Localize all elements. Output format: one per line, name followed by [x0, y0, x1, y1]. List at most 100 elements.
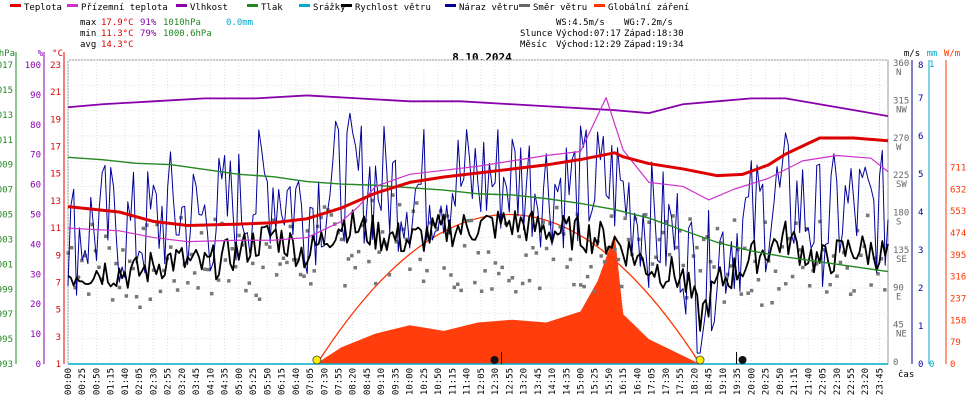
- wind-direction-dot: [695, 245, 699, 250]
- wind-direction-dot: [531, 246, 535, 250]
- legend-label: Směr větru: [533, 3, 587, 13]
- axis-ms-tick: 7: [918, 94, 923, 104]
- x-tick-label: 00:25: [78, 368, 88, 395]
- wind-direction-dot: [76, 275, 81, 279]
- x-tick-label: 05:25: [249, 368, 259, 395]
- wind-direction-dot: [510, 276, 515, 280]
- wind-direction-dot: [138, 305, 142, 309]
- wind-direction-dot: [322, 205, 327, 209]
- wind-direction-dot: [787, 236, 791, 241]
- wind-direction-dot: [743, 246, 747, 251]
- wind-direction-dot: [582, 284, 586, 289]
- wind-direction-dot: [110, 298, 115, 302]
- axis-dir-label: SW: [896, 180, 907, 190]
- wind-direction-dot: [449, 273, 453, 277]
- x-tick-label: 19:10: [719, 368, 729, 395]
- axis-dir-tick: 0: [893, 358, 898, 368]
- wind-direction-dot: [780, 245, 785, 249]
- wind-direction-dot: [633, 217, 638, 221]
- axis-pct-unit: %: [38, 49, 44, 59]
- wind-direction-dot: [257, 297, 262, 302]
- axis-hpa-tick: 1017: [0, 61, 13, 71]
- axis-dir-tick: 270: [893, 134, 909, 144]
- wind-direction-dot: [555, 205, 559, 210]
- wind-direction-dot: [486, 250, 491, 254]
- axis-ms-tick: 2: [918, 284, 923, 294]
- wind-direction-dot: [476, 251, 480, 255]
- axis-dir-tick: 135: [893, 246, 909, 256]
- axis-mm-tick: 1: [929, 60, 934, 70]
- x-tick-label: 20:25: [762, 368, 772, 395]
- x-tick-label: 03:45: [192, 368, 202, 395]
- axis-degc-tick: 19: [50, 115, 61, 125]
- wind-direction-dot: [715, 226, 720, 231]
- wind-direction-dot: [592, 289, 597, 294]
- x-tick-label: 15:00: [577, 368, 587, 395]
- x-tick-label: 12:05: [477, 368, 487, 395]
- series-wind-gust-line: [67, 112, 889, 354]
- wind-direction-dot: [69, 245, 74, 250]
- sun-label: Slunce: [520, 29, 553, 39]
- x-tick-label: 20:50: [776, 368, 786, 395]
- wind-direction-dot: [568, 257, 573, 262]
- axis-degc-tick: 21: [50, 88, 61, 98]
- wind-direction-dot: [418, 257, 422, 262]
- x-tick-label: 15:50: [605, 368, 615, 395]
- wind-direction-dot: [199, 231, 204, 235]
- wind-direction-dot: [838, 260, 843, 265]
- wind-direction-dot: [134, 294, 139, 299]
- wind-direction-dot: [579, 283, 583, 287]
- wind-direction-dot: [428, 221, 433, 225]
- wind-direction-dot: [223, 258, 228, 262]
- legend-label: Rychlost větru: [355, 3, 431, 13]
- wind-direction-dot: [97, 265, 101, 270]
- wind-direction-dot: [760, 303, 764, 307]
- axis-degc-tick: 23: [50, 61, 61, 71]
- wind-direction-dot: [288, 224, 293, 229]
- x-tick-label: 17:30: [662, 368, 672, 395]
- axis-hpa-tick: 1001: [0, 260, 13, 270]
- wind-direction-dot: [128, 259, 132, 264]
- wind-direction-dot: [90, 222, 94, 227]
- x-tick-label: 12:55: [505, 368, 515, 395]
- axis-ms-tick: 6: [918, 132, 923, 142]
- wind-direction-dot: [866, 213, 870, 218]
- stat-avg-temp: 14.3°C: [101, 40, 134, 50]
- wind-direction-dot: [141, 226, 146, 231]
- x-tick-label: 08:20: [349, 368, 359, 395]
- x-tick-label: 14:35: [562, 368, 572, 395]
- axis-pct-tick: 30: [30, 270, 41, 280]
- x-tick-label: 15:25: [591, 368, 601, 395]
- wind-direction-dot: [360, 223, 364, 228]
- wind-direction-dot: [172, 279, 176, 283]
- x-tick-label: 02:55: [164, 368, 174, 395]
- wind-direction-dot: [107, 246, 111, 250]
- wind-direction-dot: [343, 283, 347, 288]
- x-tick-label: 16:15: [619, 368, 629, 395]
- x-tick-label: 21:15: [790, 368, 800, 395]
- wind-direction-dot: [705, 235, 709, 239]
- wind-direction-dot: [87, 292, 91, 296]
- axis-hpa-tick: 1003: [0, 235, 13, 245]
- wind-direction-dot: [869, 283, 873, 287]
- wind-direction-dot: [490, 287, 494, 291]
- wind-direction-dot: [479, 289, 484, 294]
- x-tick-label: 00:00: [64, 368, 74, 395]
- x-tick-label: 17:05: [648, 368, 658, 395]
- x-tick-label: 07:05: [306, 368, 316, 395]
- wind-direction-dot: [278, 262, 282, 266]
- series-temperature-line: [67, 136, 889, 227]
- wind-direction-dot: [247, 281, 252, 285]
- x-tick-label: 06:40: [292, 368, 302, 395]
- wind-direction-dot: [233, 264, 238, 269]
- wind-direction-dot: [708, 259, 713, 264]
- x-tick-label: 05:50: [263, 368, 273, 395]
- sunset-icon: [695, 355, 705, 365]
- wind-direction-dot: [213, 217, 217, 222]
- wind-direction-dot: [274, 273, 279, 277]
- wind-direction-dot: [189, 252, 193, 257]
- x-tick-label: 01:15: [107, 368, 117, 395]
- wind-direction-dot: [319, 215, 323, 220]
- x-tick-label: 20:00: [747, 368, 757, 395]
